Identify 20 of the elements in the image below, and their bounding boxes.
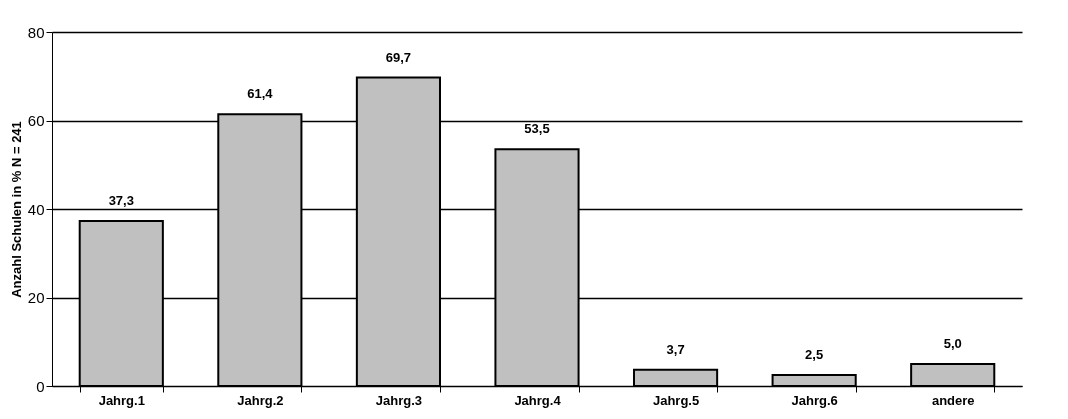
x-tick-label: Jahrg.2 — [237, 392, 284, 408]
x-tick-label: Jahrg.5 — [652, 392, 700, 408]
x-tick-label: Jahrg.6 — [791, 392, 838, 408]
y-tick-label: 20 — [27, 289, 45, 306]
data-label: 37,3 — [108, 192, 134, 208]
y-tick-label: 0 — [36, 377, 45, 395]
data-label: 3,7 — [666, 341, 685, 357]
data-label: 69,7 — [385, 49, 412, 65]
data-label: 2,5 — [805, 346, 824, 362]
x-tick-label: Jahrg.3 — [375, 392, 423, 408]
y-axis-title: Anzahl Schulen in % N = 241 — [8, 121, 24, 298]
x-tick-label: Jahrg.4 — [514, 392, 562, 408]
data-label: 5,0 — [943, 335, 962, 351]
data-label: 53,5 — [524, 121, 550, 137]
x-tick-label: andere — [931, 392, 975, 408]
y-tick-label: 60 — [27, 112, 45, 129]
data-label: 61,4 — [247, 86, 274, 102]
y-tick-label: 80 — [27, 23, 45, 41]
y-tick-label: 40 — [27, 200, 45, 218]
x-tick-label: Jahrg.1 — [98, 392, 145, 408]
